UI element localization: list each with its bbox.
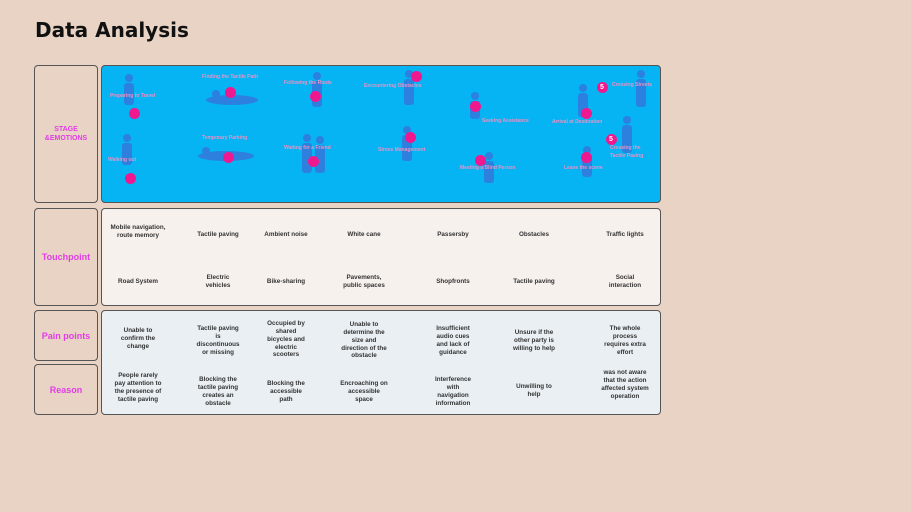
touchpoint-cell: White cane [347,231,381,238]
emotion-dot-icon [580,151,592,163]
person-silhouette-icon [622,116,632,153]
emotion-score-badge: 5 [605,133,617,145]
touchpoint-cell: Road System [118,278,158,285]
emotion-dot-icon [410,70,422,82]
touchpoint-cell: Shopfronts [436,278,470,285]
pain-point-cell: Unable to determine the size and directi… [341,321,387,360]
emotion-dot-icon [124,172,136,184]
emotion-dot-icon [307,155,319,167]
row-label-pain-points: Pain points [34,310,98,361]
pain-reason-panel: Unable to confirm the change Tactile pav… [101,310,661,415]
stage-label: Seeking Assistance [482,118,529,124]
pain-point-cell: The whole process requires extra effort [604,325,646,356]
emotion-dot-icon [224,86,236,98]
emotion-dot-icon [580,107,592,119]
person-silhouette-icon [484,152,494,183]
stage-label: Leave the scene [564,165,603,171]
touchpoint-cell: Obstacles [518,231,550,238]
stage-label: Preparing to Travel [110,93,156,99]
emotion-dot-icon [128,107,140,119]
reason-cell: Blocking the tactile paving creates an o… [197,376,239,407]
touchpoint-cell: Traffic lights [606,231,644,238]
touchpoint-cell: Tactile paving [513,278,555,285]
touchpoint-cell: Mobile navigation, route memory [110,224,166,239]
person-silhouette-icon [124,74,134,105]
touchpoint-cell: Bike-sharing [266,278,306,285]
reason-cell: Interference with navigation information [434,376,472,407]
touchpoint-cell: Ambient noise [264,231,308,238]
row-label-stage: STAGE &EMOTIONS [34,65,98,203]
reason-cell: Unwilling to help [516,383,552,398]
stage-label: Arrival at Destination [552,119,603,125]
stage-label: Following the Route [284,80,332,86]
stage-label: Encountering Obstacles [364,83,422,89]
pain-point-cell: Unable to confirm the change [120,327,156,350]
emotion-dot-icon [222,151,234,163]
touchpoint-cell: Passersby [437,231,469,238]
stage-label: Waiting for a Friend [284,145,331,151]
stage-label: Temporary Parking [202,135,248,141]
pain-point-cell: Unsure if the other party is willing to … [513,329,555,352]
reason-cell: Encroaching on accessible space [340,380,388,403]
touchpoint-cell: Tactile paving [197,231,239,238]
person-silhouette-icon [636,70,646,107]
stage-label: Stress Management [378,147,426,153]
touchpoint-panel: Mobile navigation, route memory Tactile … [101,208,661,306]
stage-label: Crossing the Tactile Paving [610,145,644,159]
reason-cell: Blocking the accessible path [267,380,305,403]
emotion-dot-icon [474,154,486,166]
person-silhouette-icon [206,90,258,105]
touchpoint-cell: Electric vehicles [205,274,231,289]
touchpoint-cell: Pavements, public spaces [343,274,385,289]
stage-label: Walking out [108,157,137,163]
stage-label: Crossing Streets [612,82,653,88]
emotion-score-badge: 5 [596,81,608,93]
emotion-dot-icon [404,131,416,143]
row-label-touchpoint: Touchpoint [34,208,98,306]
reason-cell: was not aware that the action affected s… [601,369,649,400]
person-silhouette-icon [302,134,325,173]
emotion-dot-icon [309,90,321,102]
stage-label: Meeting a Blind Person [460,165,516,171]
stage-label: Finding the Tactile Path [202,74,259,80]
pain-point-cell: Tactile paving is discontinuous or missi… [196,325,240,356]
pain-point-cell: Occupied by shared bicycles and electric… [267,320,305,359]
emotion-dot-icon [469,100,481,112]
touchpoint-cell: Social interaction [608,274,642,289]
row-label-reason: Reason [34,364,98,415]
pain-point-cell: Insufficient audio cues and lack of guid… [436,325,470,356]
person-silhouette-icon [122,134,132,165]
stage-emotions-panel: Preparing to Travel Finding the Tactile … [101,65,661,203]
person-silhouette-icon [312,72,322,107]
reason-cell: People rarely pay attention to the prese… [114,372,162,403]
page-title: Data Analysis [35,18,189,42]
